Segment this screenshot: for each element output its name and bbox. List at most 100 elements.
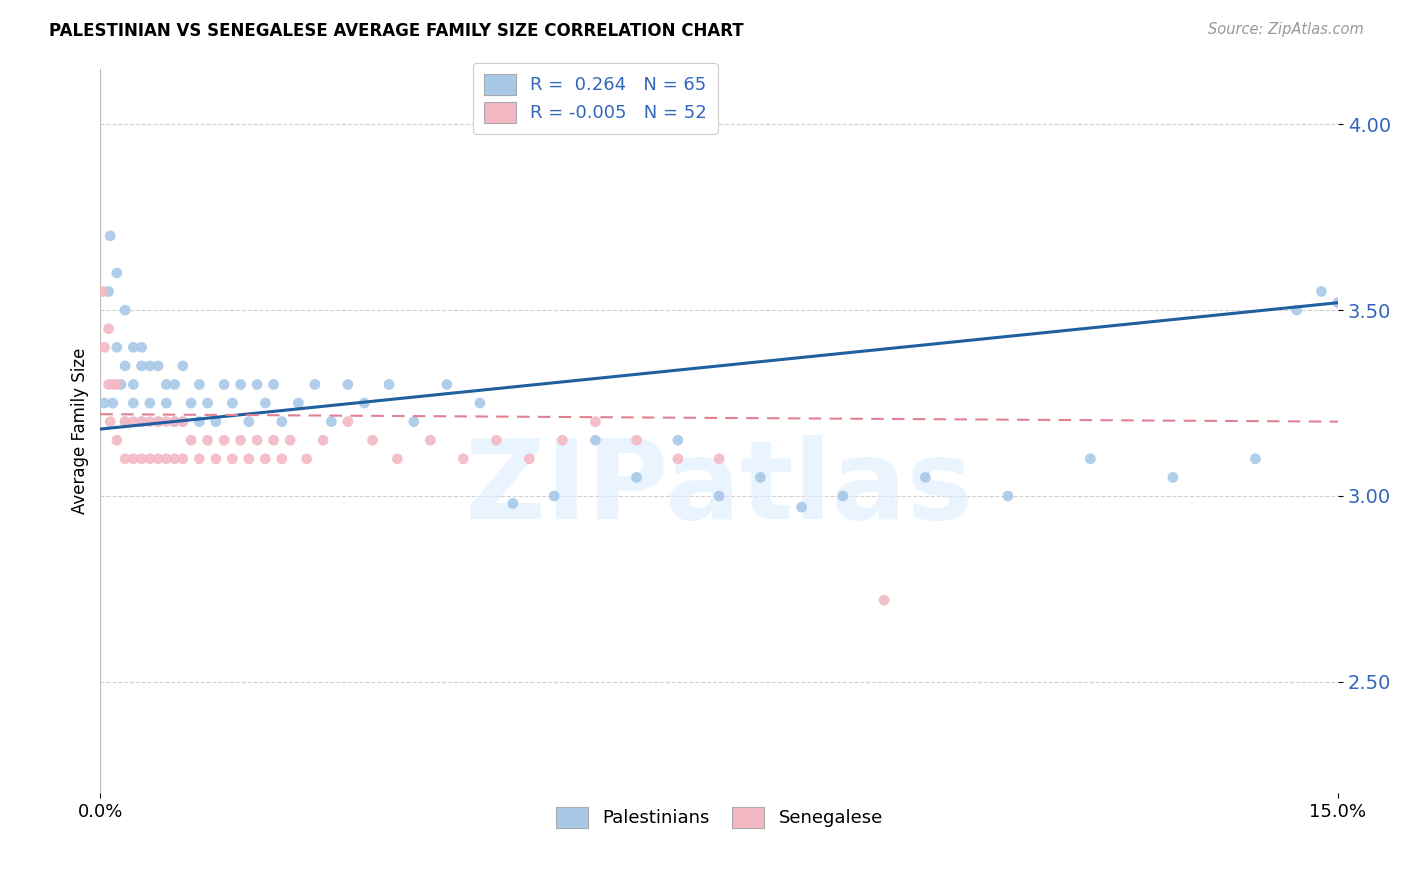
Point (114, 451, 136, 466)
Point (287, 396, 309, 410)
Point (238, 415, 260, 429)
Point (519, 451, 541, 466)
Point (1285, 303, 1308, 318)
Point (139, 396, 162, 410)
Point (122, 396, 145, 410)
Point (254, 451, 277, 466)
Point (146, 415, 169, 429)
Point (270, 451, 292, 466)
Point (246, 434, 269, 448)
Point (91, 285, 114, 299)
Point (146, 451, 169, 466)
Point (155, 415, 177, 429)
Point (97, 377, 120, 392)
Point (122, 377, 145, 392)
Point (485, 434, 508, 448)
Point (97, 322, 120, 336)
Point (131, 340, 153, 354)
Point (263, 377, 285, 392)
Point (270, 415, 292, 429)
Point (98, 415, 121, 429)
Point (831, 489, 853, 503)
Point (101, 377, 124, 392)
Point (707, 451, 730, 466)
Point (163, 377, 186, 392)
Point (180, 396, 202, 410)
Point (387, 451, 409, 466)
Point (172, 451, 194, 466)
Point (122, 340, 145, 354)
Point (105, 340, 128, 354)
Point (114, 303, 136, 318)
Point (229, 377, 252, 392)
Point (378, 377, 401, 392)
Point (205, 451, 228, 466)
Point (188, 377, 211, 392)
Point (105, 434, 128, 448)
Point (146, 359, 169, 373)
Point (172, 359, 194, 373)
Point (146, 415, 169, 429)
Point (238, 451, 260, 466)
Point (707, 489, 730, 503)
Point (1161, 470, 1184, 484)
Point (551, 434, 574, 448)
Point (873, 593, 896, 607)
Point (155, 451, 177, 466)
Point (98, 228, 121, 243)
Point (666, 434, 689, 448)
Point (583, 434, 606, 448)
Point (197, 434, 219, 448)
Text: Source: ZipAtlas.com: Source: ZipAtlas.com (1208, 22, 1364, 37)
Point (212, 434, 235, 448)
Point (1327, 295, 1350, 310)
Point (172, 415, 194, 429)
Point (114, 359, 136, 373)
Legend: Palestinians, Senegalese: Palestinians, Senegalese (548, 800, 890, 835)
Point (1080, 451, 1102, 466)
Point (1244, 451, 1267, 466)
Point (295, 451, 318, 466)
Point (93, 396, 115, 410)
Point (263, 434, 285, 448)
Point (172, 415, 194, 429)
Point (110, 377, 132, 392)
Point (188, 451, 211, 466)
Point (229, 434, 252, 448)
Point (254, 396, 277, 410)
Point (626, 434, 648, 448)
Point (468, 396, 491, 410)
Point (453, 451, 475, 466)
Point (97, 285, 120, 299)
Point (188, 415, 211, 429)
Point (212, 377, 235, 392)
Point (163, 451, 186, 466)
Point (163, 415, 186, 429)
Point (221, 451, 243, 466)
Point (139, 359, 162, 373)
Point (131, 415, 153, 429)
Point (353, 396, 375, 410)
Point (336, 415, 359, 429)
Point (914, 470, 936, 484)
Point (361, 434, 384, 448)
Point (131, 451, 153, 466)
Point (221, 396, 243, 410)
Point (402, 415, 425, 429)
Point (122, 415, 145, 429)
Point (583, 415, 606, 429)
Point (131, 359, 153, 373)
Point (790, 500, 813, 515)
Point (246, 377, 269, 392)
Point (139, 415, 162, 429)
Point (105, 266, 128, 280)
Point (321, 415, 343, 429)
Point (163, 415, 186, 429)
Point (180, 434, 202, 448)
Point (114, 415, 136, 429)
Point (666, 451, 689, 466)
Point (626, 470, 648, 484)
Point (336, 377, 359, 392)
Point (122, 451, 145, 466)
Point (543, 489, 565, 503)
